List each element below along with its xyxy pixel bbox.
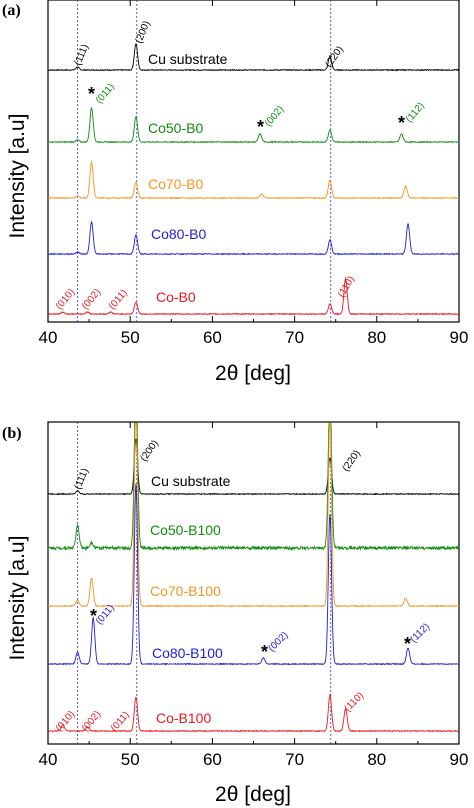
panel-a-label-cu-substrate: Cu substrate [148,51,228,67]
panel-a-star-002: * [257,117,264,137]
panel-a-hkl-111: (111) [73,43,91,67]
panel-b-label-co50: Co50-B100 [150,522,221,538]
panel-a-hkl-002: (002) [263,104,286,129]
panel-a-hkl-110: (110) [336,274,357,299]
x-tick-label-50: 50 [121,750,140,769]
x-tick-label-90: 90 [450,328,469,347]
series-line-co-b100 [47,693,460,733]
panel-a-label-co70: Co70-B0 [148,176,203,192]
panel-a-frame [47,0,460,323]
series-line-co80-b0 [47,220,460,256]
x-tick-label-50: 50 [121,328,140,347]
series-line-cu-substrate [47,438,460,496]
series-line-co-b0 [47,276,460,316]
panel-a-hkl-011-cob0: (011) [107,288,130,312]
panel-b-x-ticks: 40 50 60 70 80 90 [39,422,469,769]
x-tick-label-70: 70 [285,328,304,347]
panel-a-y-title: Intensity [a.u] [6,114,29,239]
panel-b-hkl-220: (220) [340,448,362,473]
panel-b-reference-lines [77,422,332,744]
panel-a-series-lines [47,43,460,316]
panel-a-label-co80: Co80-B0 [151,226,206,242]
panel-a-hkl-200: (200) [134,19,153,45]
x-tick-label-60: 60 [203,328,222,347]
panel-a-x-title: 2θ [deg] [215,362,291,385]
series-line-co50-b0 [47,106,460,144]
panel-a-hkl-011: (011) [94,82,117,106]
panel-b-hkl-112: (112) [408,621,432,645]
panel-a-label: (a) [2,2,21,19]
panel-b: (b) 40 50 60 70 80 90 2θ [deg] Intensity [a.u… [2,421,469,806]
panel-a-star-011: * [88,84,95,104]
panel-b-series-lines [47,422,460,733]
panel-b-hkl-111: (111) [73,467,91,491]
series-line-co50-b100 [47,422,460,552]
panel-a-label-cob0: Co-B0 [156,289,196,305]
x-tick-label-90: 90 [450,750,469,769]
panel-b-label-co80: Co80-B100 [152,645,223,661]
panel-a-star-112: * [398,113,405,133]
panel-b-hkl-110: (110) [342,690,366,714]
panel-a-hkl-010: (010) [54,287,77,312]
panel-a: (a) 40 50 60 70 80 90 2θ [deg] Intensity [a.u… [2,0,468,385]
x-tick-label-60: 60 [203,750,222,769]
series-line-co70-b0 [47,160,460,200]
panel-b-label-co70: Co70-B100 [150,583,221,599]
series-line-co80-b100 [47,483,460,666]
panel-b-x-title: 2θ [deg] [215,783,291,806]
panel-b-y-title: Intensity [a.u] [6,536,29,661]
panel-a-x-ticks: 40 50 60 70 80 90 [39,0,469,347]
panel-b-star-112: * [404,634,411,654]
series-line-co70-b100 [47,422,460,608]
x-tick-label-80: 80 [367,750,386,769]
panel-b-label-cu-substrate: Cu substrate [151,473,231,489]
x-tick-label-40: 40 [39,750,58,769]
panel-a-hkl-002-cob0: (002) [80,287,103,312]
panel-b-frame [47,421,460,745]
panel-a-hkl-220: (220) [323,44,345,69]
panel-b-label-cob100: Co-B100 [156,710,211,726]
x-tick-label-80: 80 [367,328,386,347]
series-line-cu-substrate [47,43,460,72]
panel-b-hkl-002: (002) [266,630,290,654]
panel-b-hkl-200: (200) [138,438,160,463]
x-tick-label-40: 40 [39,328,58,347]
panel-b-star-002: * [261,642,268,662]
x-tick-label-70: 70 [285,750,304,769]
panel-b-label: (b) [2,425,22,442]
panel-b-star-011: * [90,606,97,626]
panel-a-label-co50: Co50-B0 [148,120,203,136]
panel-a-hkl-112: (112) [404,101,427,125]
panel-a-reference-lines [77,0,332,322]
